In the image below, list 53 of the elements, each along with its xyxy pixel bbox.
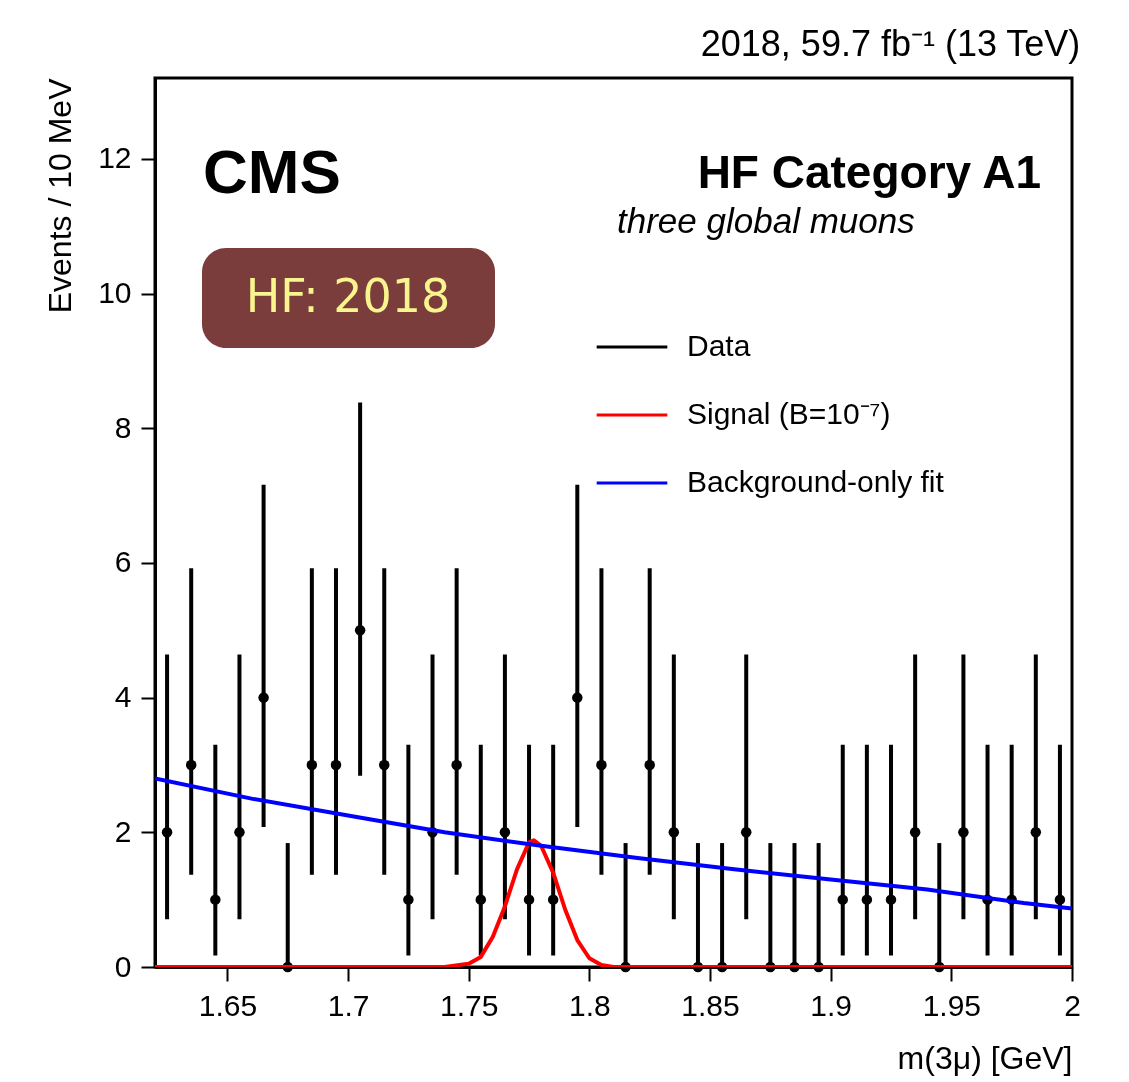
point bbox=[403, 894, 414, 905]
x-tick-label: 1.7 bbox=[327, 988, 370, 1022]
y-tick-label: 4 bbox=[114, 680, 132, 714]
point bbox=[1054, 894, 1066, 905]
point bbox=[644, 759, 655, 771]
annotation: HF: 2018 bbox=[245, 269, 451, 323]
point bbox=[451, 759, 462, 771]
y-tick-label: 0 bbox=[114, 949, 132, 983]
point bbox=[861, 894, 873, 905]
annotation: CMS bbox=[203, 137, 341, 206]
legend-label: Data bbox=[687, 329, 751, 362]
x-axis-title: m(3μ) [GeV] bbox=[897, 1039, 1073, 1076]
y-tick-label: 10 bbox=[98, 276, 132, 310]
x-tick-label: 1.65 bbox=[198, 988, 258, 1022]
point bbox=[596, 759, 607, 771]
point bbox=[475, 894, 487, 905]
point bbox=[740, 827, 752, 838]
point bbox=[909, 827, 921, 838]
x-tick-label: 1.9 bbox=[810, 988, 853, 1022]
point bbox=[1030, 827, 1042, 838]
annotation: HF Category A1 bbox=[697, 146, 1041, 198]
point bbox=[668, 827, 680, 838]
x-tick-label: 2 bbox=[1064, 988, 1081, 1022]
point bbox=[234, 827, 245, 838]
x-tick-label: 1.8 bbox=[569, 988, 611, 1022]
y-tick-label: 2 bbox=[114, 814, 132, 848]
point bbox=[547, 894, 559, 905]
point bbox=[572, 692, 583, 703]
annotation: three global muons bbox=[617, 201, 915, 240]
point bbox=[258, 692, 269, 703]
legend-label: Signal (B=10⁻⁷) bbox=[687, 397, 891, 430]
point bbox=[523, 894, 535, 905]
point bbox=[185, 759, 197, 771]
legend-label: Background-only fit bbox=[687, 465, 945, 498]
chart-title: 2018, 59.7 fb⁻¹ (13 TeV) bbox=[700, 23, 1081, 64]
point bbox=[330, 759, 342, 771]
point bbox=[837, 894, 848, 905]
point bbox=[885, 894, 897, 905]
line-series bbox=[155, 776, 1072, 911]
y-tick-label: 8 bbox=[114, 410, 132, 444]
y-tick-label: 6 bbox=[114, 545, 132, 579]
point bbox=[306, 759, 318, 771]
point bbox=[354, 625, 366, 636]
point bbox=[958, 827, 969, 838]
point bbox=[161, 827, 173, 838]
point bbox=[499, 827, 511, 838]
point bbox=[210, 894, 221, 905]
y-tick-label: 12 bbox=[98, 141, 132, 175]
y-axis-title: Events / 10 MeV bbox=[42, 77, 79, 314]
x-tick-label: 1.75 bbox=[440, 988, 499, 1022]
x-tick-label: 1.85 bbox=[681, 988, 740, 1022]
x-tick-label: 1.95 bbox=[922, 988, 982, 1022]
point bbox=[379, 759, 390, 771]
